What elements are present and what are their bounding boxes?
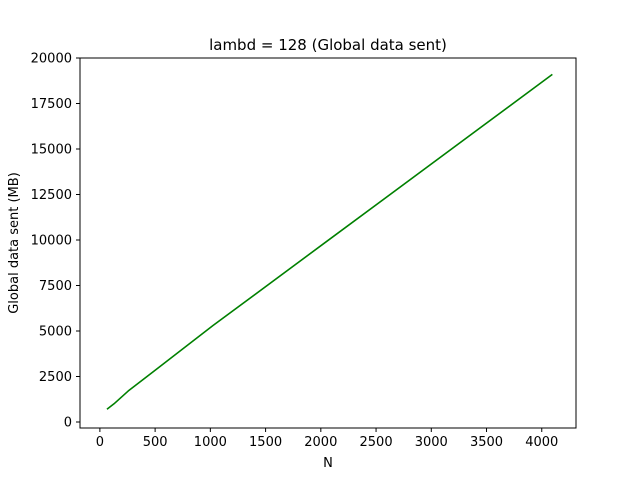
y-tick-label: 10000 <box>31 233 72 248</box>
x-tick-label: 1000 <box>194 435 227 450</box>
x-tick-label: 0 <box>96 435 104 450</box>
x-tick-label: 3000 <box>415 435 448 450</box>
y-tick-label: 7500 <box>39 279 72 294</box>
x-axis-label: N <box>323 456 333 471</box>
x-tick-label: 2000 <box>304 435 337 450</box>
series-layer <box>106 73 553 410</box>
x-tick-label: 2500 <box>360 435 393 450</box>
x-tick-label: 500 <box>143 435 168 450</box>
y-axis-ticks: 0 2500 5000 7500 10000 12500 15000 17500 20000 <box>31 52 80 430</box>
x-tick-label: 3500 <box>470 435 503 450</box>
series-line-0 <box>106 73 553 410</box>
y-tick-label: 15000 <box>31 142 72 157</box>
y-tick-label: 20000 <box>31 52 72 67</box>
y-tick-label: 2500 <box>39 370 72 385</box>
x-axis-ticks: 0 500 1000 1500 2000 2500 3000 3500 4000 <box>96 428 558 450</box>
y-tick-label: 0 <box>64 415 72 430</box>
y-tick-label: 5000 <box>39 324 72 339</box>
x-tick-label: 4000 <box>525 435 558 450</box>
y-tick-label: 17500 <box>31 97 72 112</box>
y-axis-label: Global data sent (MB) <box>7 172 22 314</box>
y-tick-label: 12500 <box>31 188 72 203</box>
x-tick-label: 1500 <box>249 435 282 450</box>
chart-title: lambd = 128 (Global data sent) <box>209 36 447 54</box>
plot-area-frame <box>79 57 577 429</box>
